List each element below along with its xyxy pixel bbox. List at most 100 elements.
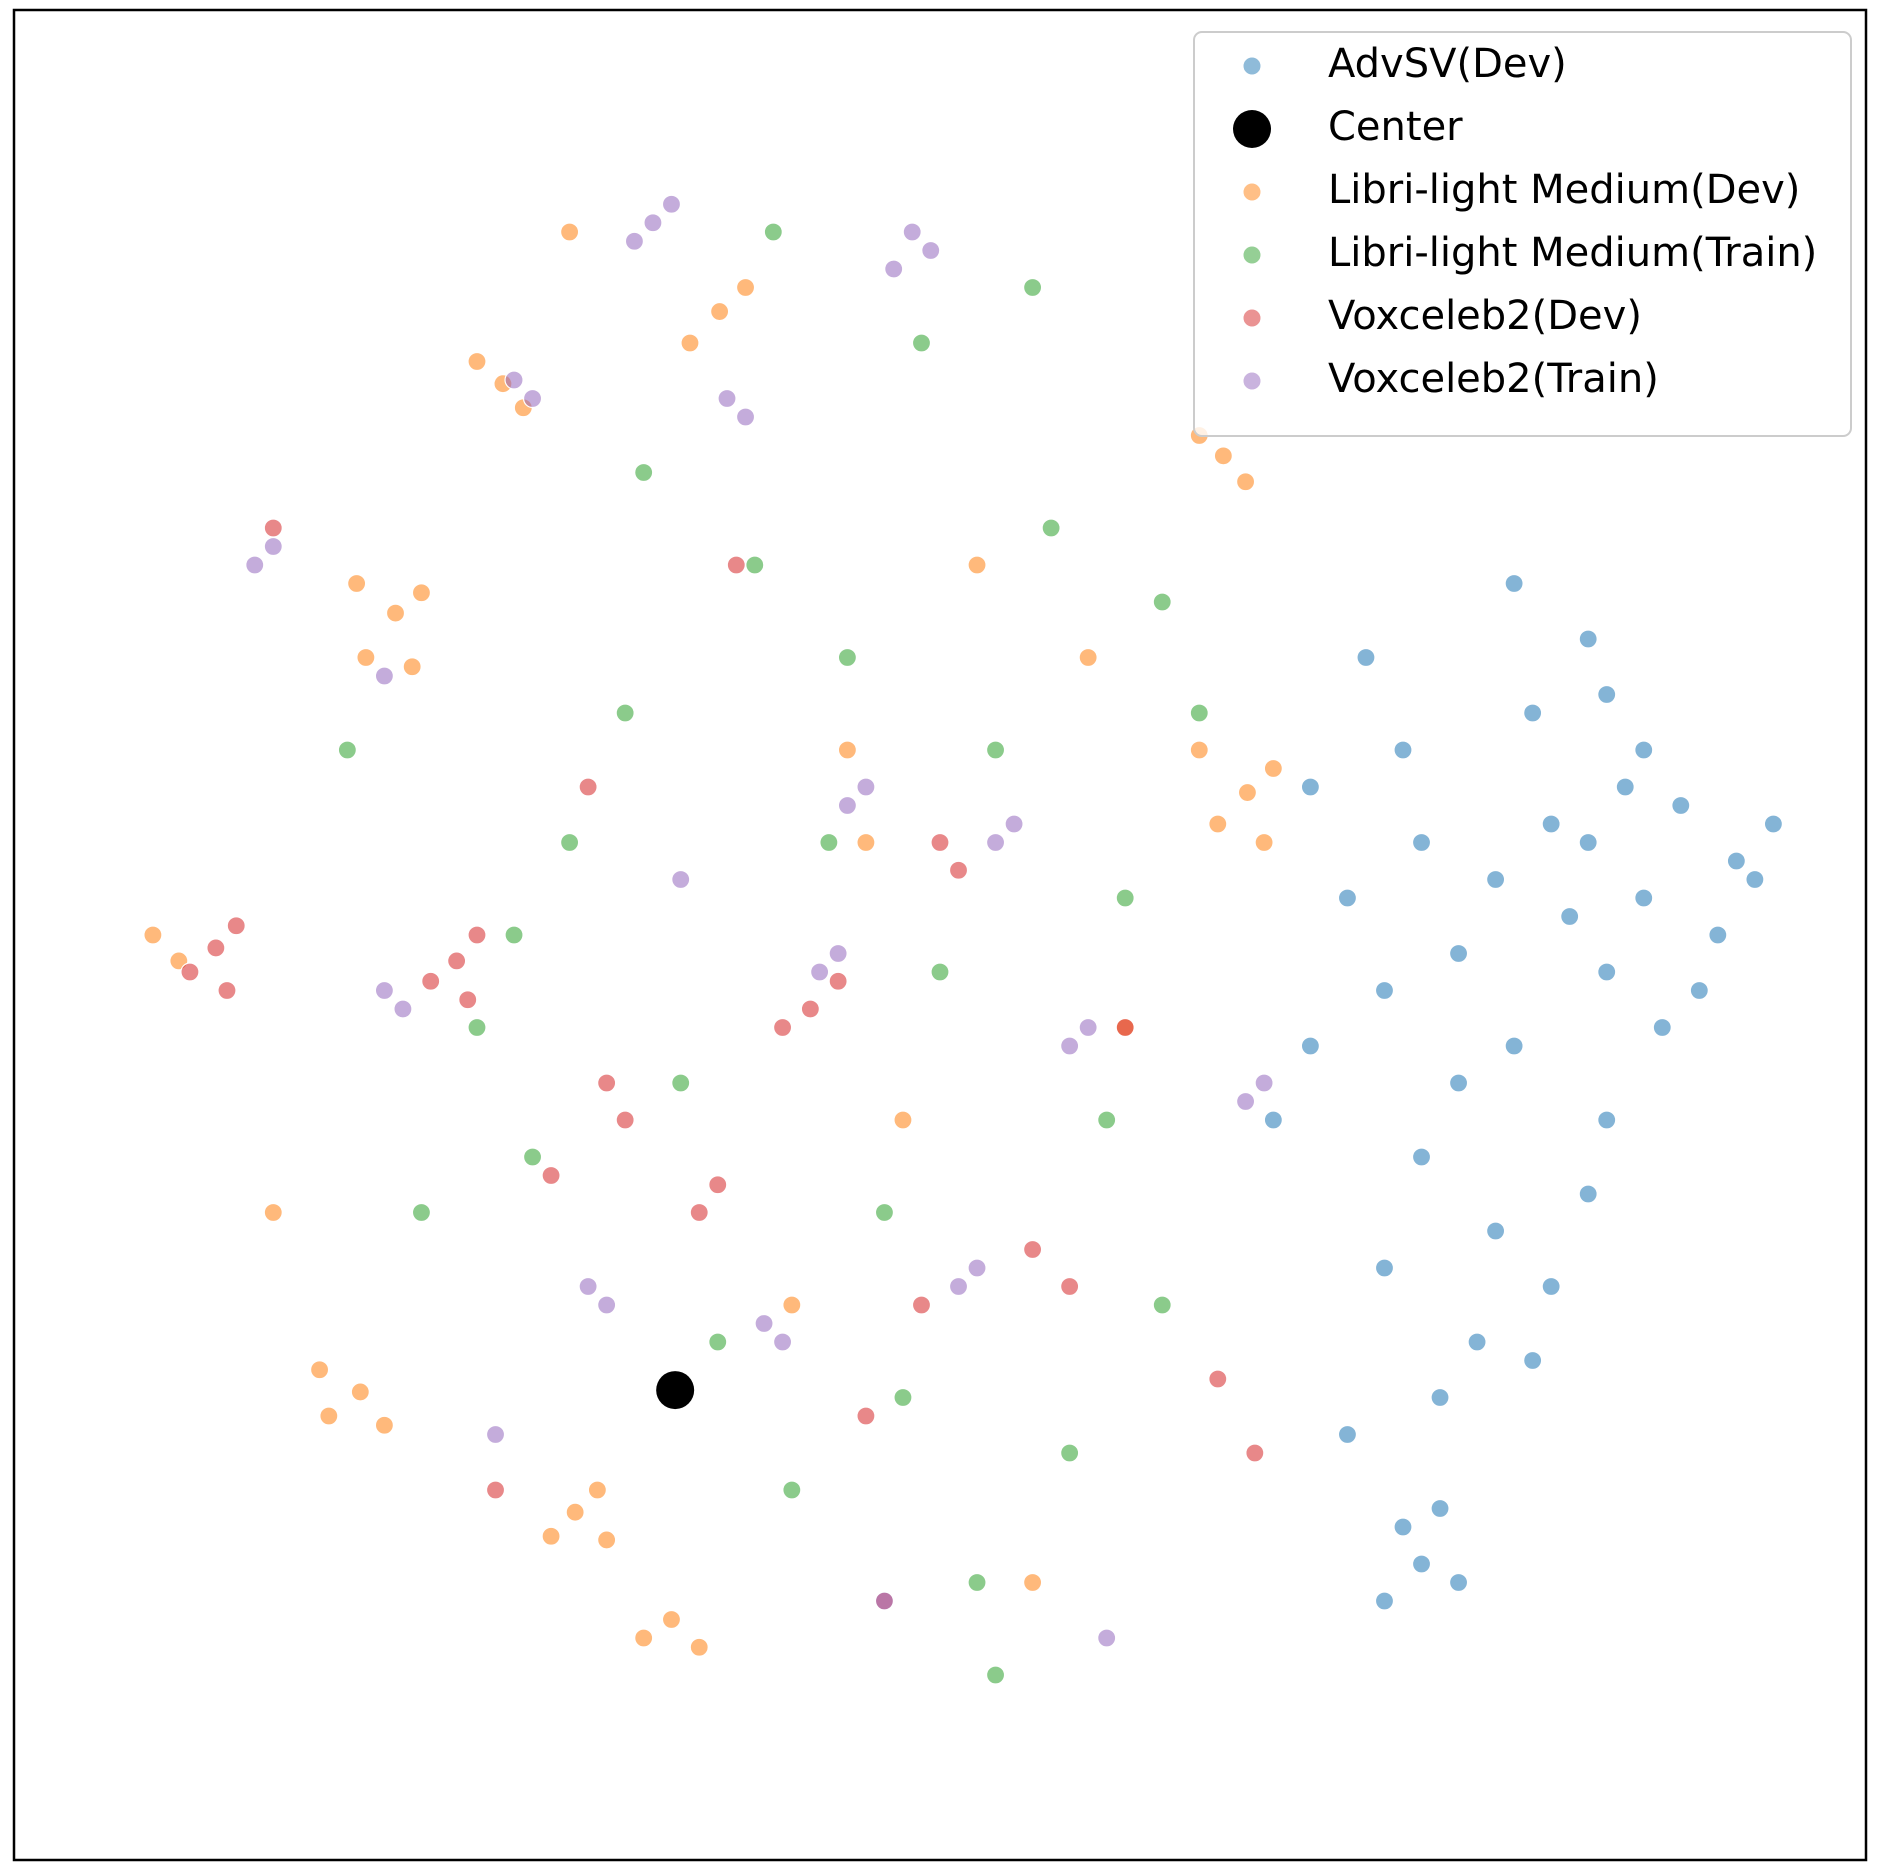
legend-marker [1242,308,1262,328]
point [1523,1350,1543,1371]
point [1235,1091,1256,1112]
point [772,1332,793,1352]
point [1708,925,1728,945]
point [985,1665,1006,1685]
point [319,1406,339,1426]
point [689,1637,709,1657]
point [350,1382,370,1402]
point [1060,1443,1080,1463]
point [1004,814,1024,834]
point [708,1332,728,1352]
point [726,555,746,575]
point [347,573,367,594]
legend-marker [1233,110,1271,148]
point [1541,1276,1561,1297]
point [643,213,663,233]
point [263,536,283,557]
point [1504,1036,1524,1056]
legend-label: Voxceleb2(Dev) [1328,293,1642,339]
point [1263,758,1283,779]
point [1485,869,1506,890]
point [226,916,246,936]
point [411,1202,432,1223]
point [1671,795,1691,816]
point [930,832,950,853]
point [634,1628,654,1648]
point [1022,277,1043,298]
point [921,240,941,261]
point [735,407,756,427]
point [1237,782,1258,803]
point [930,962,950,982]
point [1763,814,1784,834]
point [565,1502,585,1522]
point [337,740,357,760]
point [1560,906,1580,927]
point [393,999,413,1019]
point [782,1480,802,1500]
point [421,971,441,991]
point [671,1073,691,1093]
point [763,222,783,242]
point [902,222,922,242]
point [1152,1295,1172,1315]
point [708,1175,728,1195]
point [745,555,765,575]
point [810,962,830,982]
point [1393,1517,1413,1537]
point [884,259,904,279]
point [541,1526,561,1546]
point [1300,777,1321,797]
legend-label: AdvSV(Dev) [1328,41,1567,87]
point [967,555,987,575]
point [467,351,487,372]
point [1430,1387,1450,1408]
point [911,1295,932,1315]
point [1245,1443,1265,1463]
point [1041,518,1061,538]
point [522,1147,543,1167]
point [1060,1036,1080,1056]
point [1504,573,1524,594]
point [893,1110,913,1130]
point [1374,1591,1395,1611]
point [1597,962,1617,982]
point [1337,1424,1358,1445]
point [800,999,820,1019]
point [967,1572,987,1593]
point [856,1406,876,1426]
point [587,1480,607,1500]
point [541,1165,561,1186]
point [356,647,376,668]
point [828,971,848,991]
point [837,795,858,816]
point [1189,703,1209,723]
point [559,222,580,242]
point [1411,1554,1432,1574]
point [402,657,422,677]
point [1097,1628,1117,1648]
point [1523,703,1543,723]
point [504,370,524,390]
point [1022,1239,1043,1260]
point [263,518,283,538]
point [661,1609,682,1630]
point [948,860,969,880]
point [1022,1572,1043,1593]
point [1578,1184,1598,1204]
point [1208,814,1228,834]
point [447,951,467,971]
point [1213,446,1233,466]
point [985,832,1006,853]
point [1485,1221,1506,1241]
point [1467,1332,1487,1352]
point [1374,1258,1395,1278]
point [180,962,200,982]
point [411,583,432,603]
legend-marker [1242,56,1262,76]
point [754,1313,774,1334]
point [1411,1147,1432,1167]
point [1448,943,1469,964]
point [1745,869,1765,890]
